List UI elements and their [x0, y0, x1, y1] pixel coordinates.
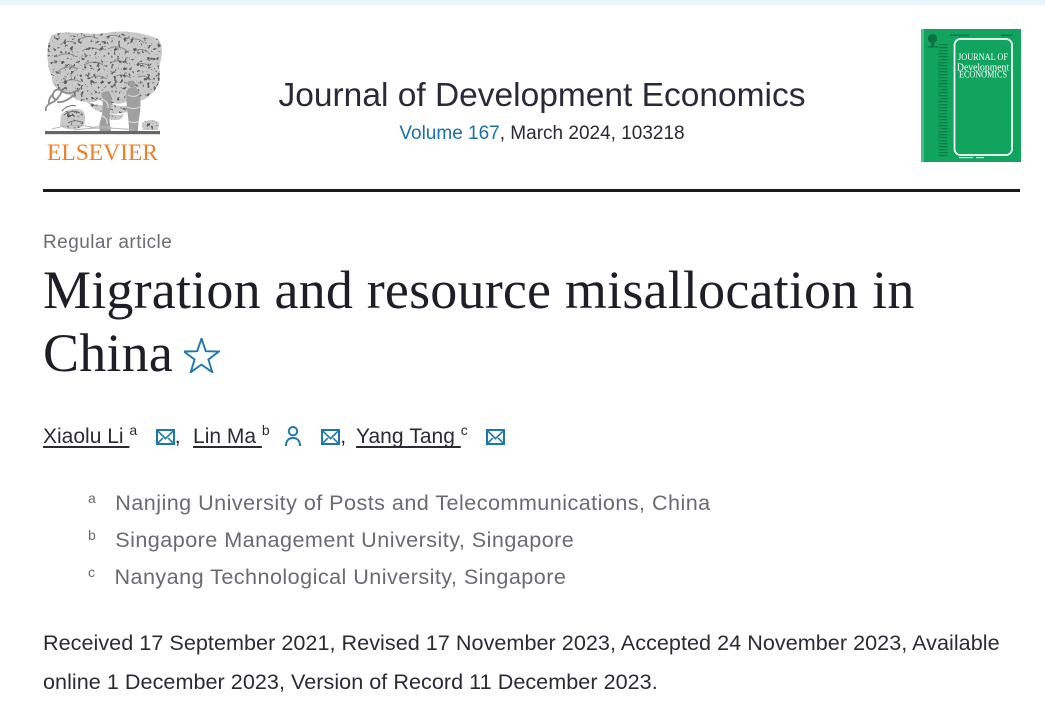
svg-text:ELSEVIER: ELSEVIER — [47, 140, 159, 165]
svg-text:JOURNAL OF: JOURNAL OF — [958, 52, 1008, 62]
svg-text:Development: Development — [957, 62, 1009, 74]
svg-text:ECONOMICS: ECONOMICS — [959, 70, 1007, 80]
